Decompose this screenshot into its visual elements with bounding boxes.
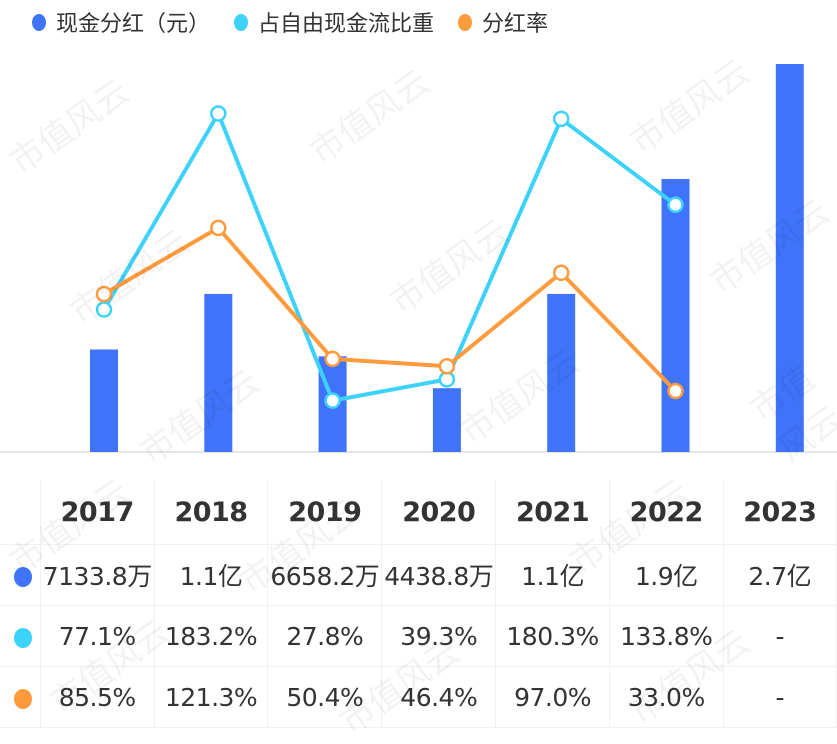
table-cell: 1.1亿	[495, 544, 610, 606]
table-cell: 183.2%	[153, 605, 269, 667]
data-table: 2017 2018 2019 2020 2021 2022 2023 7133.8万 1.1亿 6…	[0, 480, 837, 728]
table-cell: 27.8%	[267, 605, 383, 667]
legend-item[interactable]: 现金分红（元）	[32, 6, 210, 38]
table-cell: 7133.8万	[39, 544, 155, 606]
point-series-2-2021	[552, 264, 570, 282]
table-cell: 2.7亿	[722, 544, 837, 606]
line-series-2	[102, 225, 677, 393]
table-cell: 85.5%	[39, 666, 155, 728]
year-header: 2022	[608, 480, 724, 545]
point-series-1-2021	[552, 110, 570, 128]
table-cell: 180.3%	[495, 605, 610, 667]
table-cell: 39.3%	[381, 605, 497, 667]
year-header: 2020	[381, 480, 497, 545]
row-header-cell	[0, 544, 41, 606]
series-dot-icon	[13, 627, 32, 648]
legend-dot-icon	[234, 13, 249, 31]
table-row: 77.1% 183.2% 27.8% 39.3% 180.3% 133.8% -	[0, 605, 837, 667]
legend-label: 现金分红（元）	[56, 12, 211, 37]
series-dot-icon	[13, 566, 32, 587]
legend-label: 占自由现金流比重	[258, 12, 435, 37]
table-cell: 77.1%	[39, 605, 155, 667]
legend: 现金分红（元） 占自由现金流比重 分红率	[32, 6, 572, 38]
point-series-2-2018	[210, 219, 227, 237]
year-header: 2019	[267, 480, 383, 545]
legend-dot-icon	[32, 13, 46, 31]
point-series-2-2022	[667, 382, 684, 400]
year-header: 2023	[722, 480, 837, 545]
series-dot-icon	[13, 688, 32, 709]
point-series-2-2019	[324, 350, 341, 368]
year-header: 2018	[153, 480, 269, 545]
table-cell: 33.0%	[608, 666, 724, 728]
point-series-1-2018	[210, 105, 227, 122]
year-header: 2017	[39, 480, 155, 545]
row-header-cell	[0, 666, 41, 728]
bar-2020	[432, 388, 461, 452]
table-cell: 121.3%	[153, 666, 269, 728]
table-cell: 46.4%	[381, 666, 497, 728]
point-series-2-2017	[95, 285, 113, 303]
bar-2017	[90, 349, 118, 452]
table-cell: 133.8%	[608, 605, 724, 667]
bar-2018	[204, 293, 233, 452]
table-cell: -	[722, 666, 837, 728]
chart-plot	[0, 64, 837, 453]
table-cell: -	[722, 605, 837, 667]
row-header-cell	[0, 480, 41, 545]
point-series-1-2022	[667, 196, 684, 214]
bar-2022	[661, 178, 690, 453]
table-cell: 50.4%	[267, 666, 383, 728]
legend-dot-icon	[458, 13, 473, 31]
table-row: 85.5% 121.3% 50.4% 46.4% 97.0% 33.0% -	[0, 666, 837, 728]
year-header: 2021	[495, 480, 610, 545]
table-cell: 1.1亿	[153, 544, 269, 606]
table-cell: 6658.2万	[267, 544, 383, 606]
legend-label: 分红率	[482, 12, 549, 37]
table-cell: 4438.8万	[381, 544, 497, 606]
legend-item[interactable]: 占自由现金流比重	[234, 6, 434, 38]
bar-2021	[547, 293, 576, 452]
row-header-cell	[0, 605, 41, 667]
table-cell: 97.0%	[495, 666, 610, 728]
table-header-row: 2017 2018 2019 2020 2021 2022 2023	[0, 480, 837, 545]
bar-2023	[775, 64, 804, 452]
legend-item[interactable]: 分红率	[458, 6, 548, 38]
point-series-2-2020	[438, 358, 456, 375]
table-row: 7133.8万 1.1亿 6658.2万 4438.8万 1.1亿 1.9亿 2.7亿	[0, 544, 837, 606]
point-series-1-2019	[324, 392, 341, 409]
line-series-1	[102, 111, 677, 403]
point-series-1-2017	[95, 301, 113, 318]
table-cell: 1.9亿	[608, 544, 724, 606]
